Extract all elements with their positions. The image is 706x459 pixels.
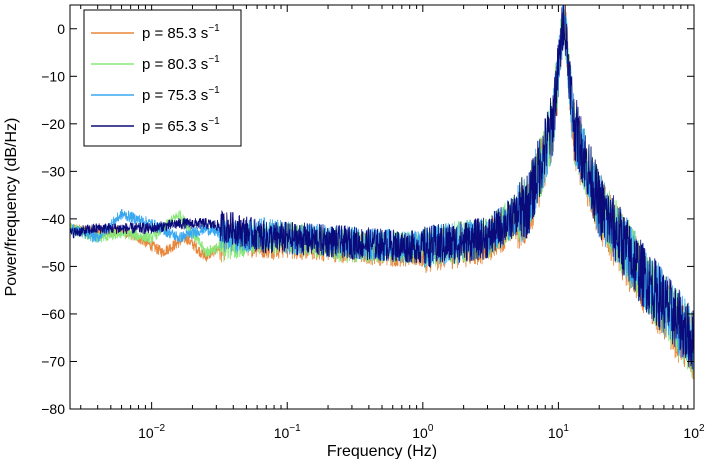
legend-label-3: p = 75.3 s−1 [142, 85, 220, 104]
y-tick-label: −60 [41, 306, 65, 322]
x-tick-label: 101 [548, 423, 570, 441]
y-tick-label: −50 [41, 258, 65, 274]
y-tick-label: 0 [57, 21, 65, 37]
legend-label-1: p = 85.3 s−1 [142, 23, 220, 42]
y-tick-label: −20 [41, 116, 65, 132]
x-tick-label: 10−2 [138, 423, 165, 441]
y-tick-label: −40 [41, 211, 65, 227]
y-tick-label: −30 [41, 163, 65, 179]
x-tick-label: 100 [412, 423, 434, 441]
y-axis-title: Power/frequency (dB/Hz) [3, 118, 20, 297]
x-tick-label: 10−1 [274, 423, 301, 441]
x-axis-title: Frequency (Hz) [327, 443, 437, 459]
series-line-4 [70, 5, 694, 370]
ticks-layer: 10−2 10−1 100 101 102 0 −10 −20 −30 −40 −50 −60 −70 −… [41, 5, 705, 441]
y-tick-label: −80 [41, 401, 65, 417]
legend-label-4: p = 65.3 s−1 [142, 116, 220, 135]
legend-box [83, 9, 242, 147]
y-tick-label: −10 [41, 68, 65, 84]
legend-label-2: p = 80.3 s−1 [142, 54, 220, 73]
series-layer [70, 5, 694, 380]
y-tick-label: −70 [41, 353, 65, 369]
legend: p = 85.3 s−1 p = 80.3 s−1 p = 75.3 s−1 p = … [83, 9, 242, 147]
x-tick-label: 102 [683, 423, 705, 441]
